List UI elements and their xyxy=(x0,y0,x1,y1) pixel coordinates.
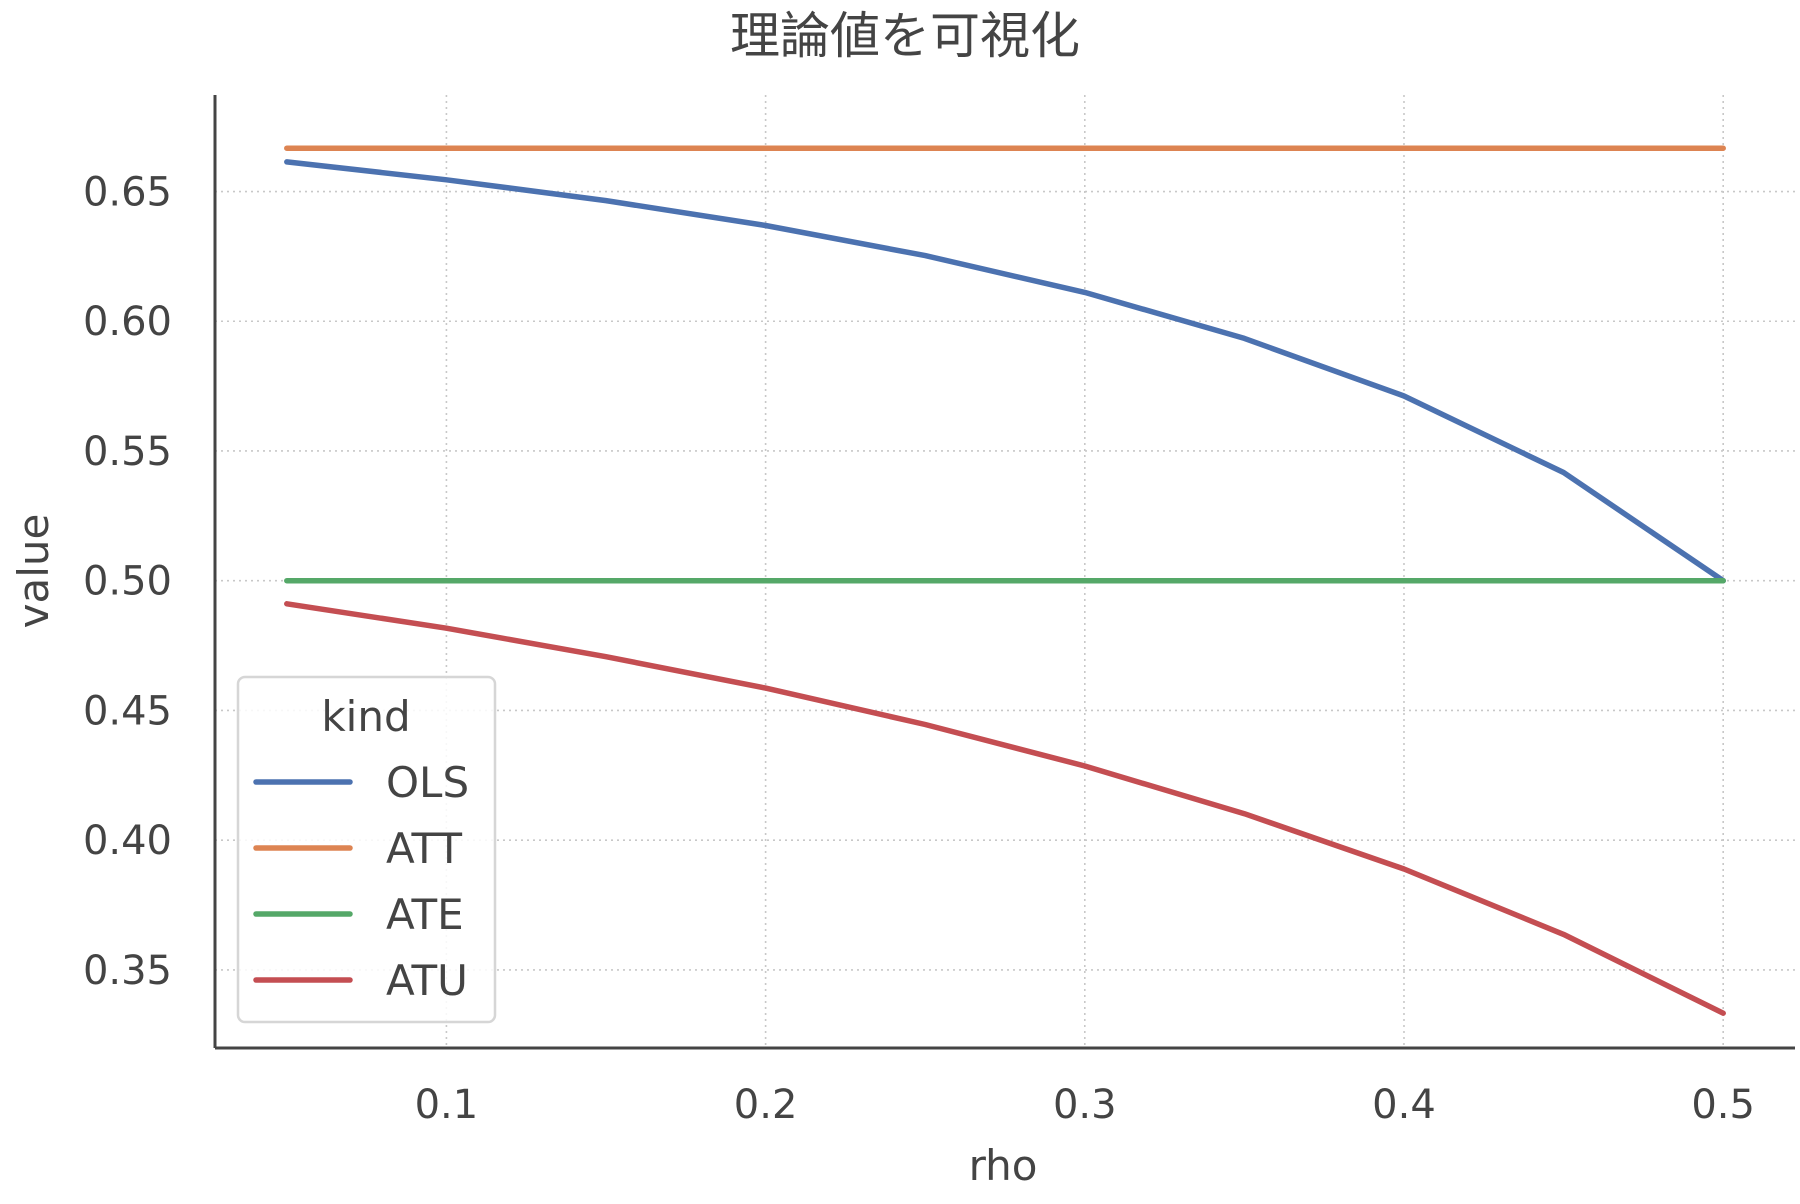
y-tick-label: 0.40 xyxy=(83,818,172,864)
y-tick-label: 0.65 xyxy=(83,170,172,216)
legend-items: OLS ATT ATE ATU xyxy=(253,758,469,1005)
x-tick-label: 0.4 xyxy=(1372,1082,1436,1128)
series-line-atu xyxy=(284,601,1726,1016)
legend-title: kind xyxy=(321,692,410,741)
series-layer xyxy=(284,145,1726,1016)
x-tick-label: 0.2 xyxy=(734,1082,798,1128)
legend-label-atu: ATU xyxy=(386,956,468,1005)
legend-label-ate: ATE xyxy=(386,890,464,939)
legend-label-ols: OLS xyxy=(386,758,469,807)
y-tick-label: 0.60 xyxy=(83,299,172,345)
legend-label-att: ATT xyxy=(386,824,462,873)
chart-title: 理論値を可視化 xyxy=(730,7,1080,65)
y-axis-label: value xyxy=(9,514,58,629)
y-tick-label: 0.50 xyxy=(83,559,172,605)
x-tick-label: 0.5 xyxy=(1691,1082,1755,1128)
axes-layer xyxy=(213,95,1795,1050)
legend-box xyxy=(236,675,497,1024)
series-line-ols xyxy=(284,159,1726,584)
x-tick-label: 0.1 xyxy=(415,1082,479,1128)
y-tick-label: 0.35 xyxy=(83,948,172,994)
y-tick-label: 0.45 xyxy=(83,688,172,734)
y-tick-label: 0.55 xyxy=(83,429,172,475)
legend: kind OLS ATT ATE ATU xyxy=(236,675,497,1024)
x-axis-label: rho xyxy=(969,1141,1038,1190)
ticks-layer: 0.1 0.2 0.3 0.4 0.5 0.35 0.40 0.45 0.50 0.55 0.60 0… xyxy=(83,170,1755,1128)
x-tick-label: 0.3 xyxy=(1053,1082,1117,1128)
